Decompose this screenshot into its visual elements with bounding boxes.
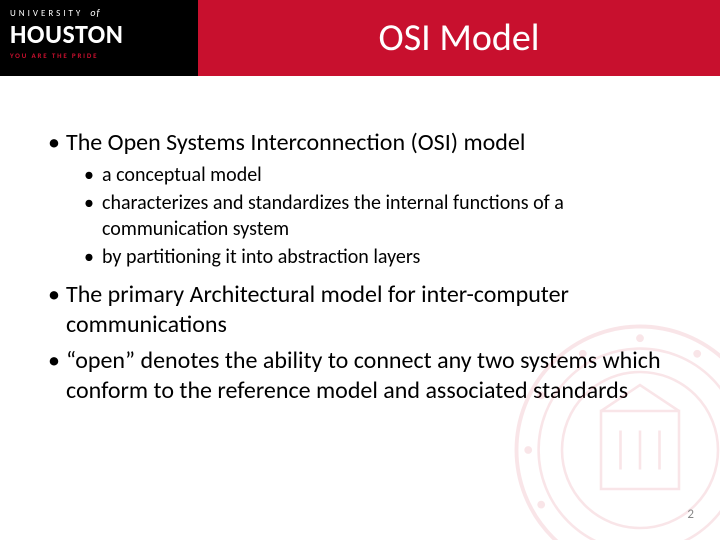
list-item: characterizes and standardizes the inter… bbox=[84, 190, 672, 242]
list-item: a conceptual model bbox=[84, 162, 672, 188]
title-area: OSI Model bbox=[198, 0, 720, 76]
list-item: The Open Systems Interconnection (OSI) m… bbox=[48, 128, 672, 270]
sub-bullet-list: a conceptual model characterizes and sta… bbox=[66, 162, 672, 270]
page-number: 2 bbox=[687, 507, 694, 522]
slide: UNIVERSITY of HOUSTON YOU ARE THE PRIDE … bbox=[0, 0, 720, 540]
list-item-text: The primary Architectural model for inte… bbox=[66, 280, 569, 339]
list-item: by partitioning it into abstraction laye… bbox=[84, 244, 672, 270]
list-item: The primary Architectural model for inte… bbox=[48, 280, 672, 340]
university-logo: UNIVERSITY of HOUSTON YOU ARE THE PRIDE bbox=[0, 0, 198, 76]
slide-title: OSI Model bbox=[379, 15, 540, 61]
header-bar: UNIVERSITY of HOUSTON YOU ARE THE PRIDE … bbox=[0, 0, 720, 76]
content-area: The Open Systems Interconnection (OSI) m… bbox=[48, 128, 672, 412]
bullet-list: The Open Systems Interconnection (OSI) m… bbox=[48, 128, 672, 406]
list-item-text: “open” denotes the ability to connect an… bbox=[66, 346, 661, 405]
logo-line2: HOUSTON bbox=[10, 21, 188, 47]
list-item: “open” denotes the ability to connect an… bbox=[48, 346, 672, 406]
list-item-text: a conceptual model bbox=[102, 163, 262, 187]
list-item-text: characterizes and standardizes the inter… bbox=[102, 191, 564, 241]
list-item-text: The Open Systems Interconnection (OSI) m… bbox=[66, 128, 525, 157]
logo-tagline: YOU ARE THE PRIDE bbox=[10, 51, 188, 60]
list-item-text: by partitioning it into abstraction laye… bbox=[102, 245, 420, 269]
